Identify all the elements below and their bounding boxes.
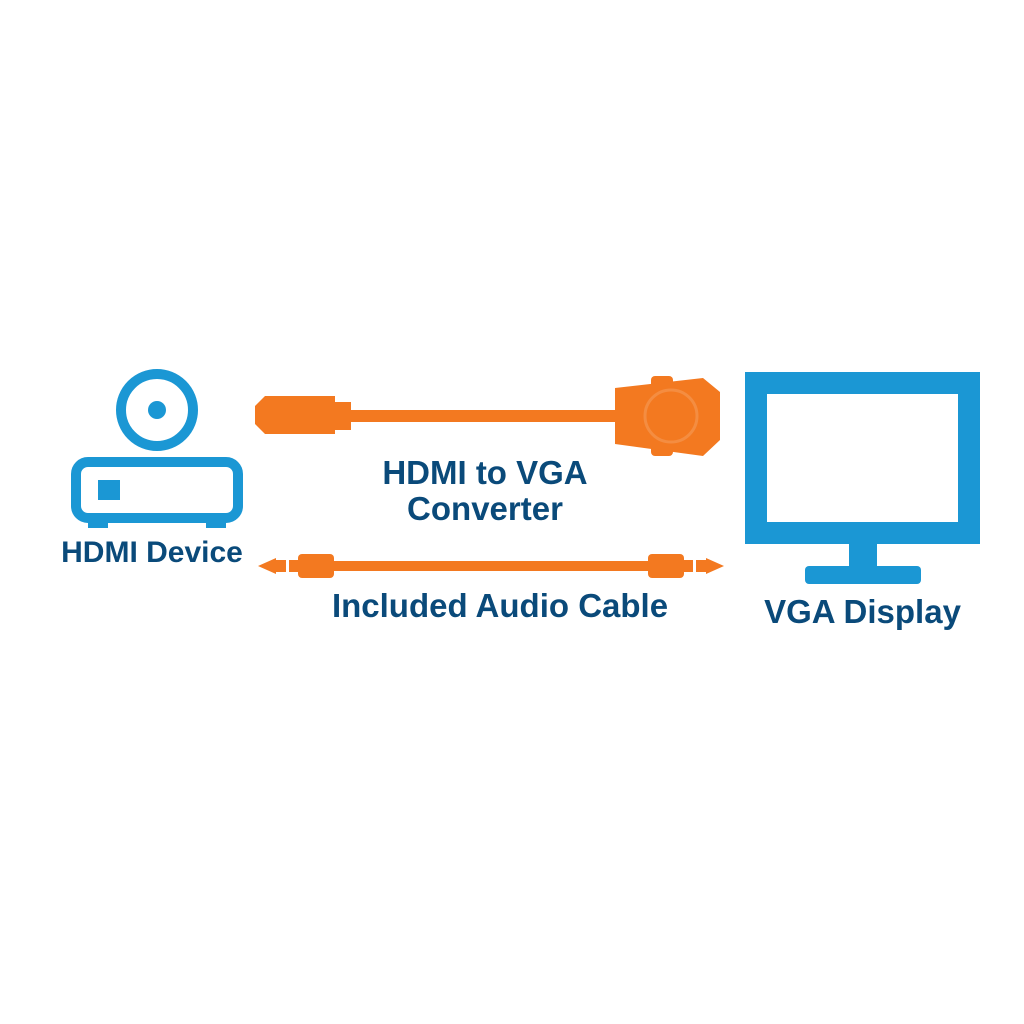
hdmi-device-icon [68, 370, 246, 530]
audio-cable-label: Included Audio Cable [285, 588, 715, 624]
audio-cable-icon [258, 546, 724, 586]
vga-display-label: VGA Display [745, 594, 980, 630]
diagram-canvas: HDMI Device HDMI to VGA Converter Includ… [0, 0, 1024, 1024]
hdmi-vga-converter-icon [255, 378, 720, 464]
vga-display-icon [745, 372, 980, 587]
hdmi-device-label: HDMI Device [38, 536, 266, 569]
converter-label: HDMI to VGA Converter [335, 455, 635, 528]
